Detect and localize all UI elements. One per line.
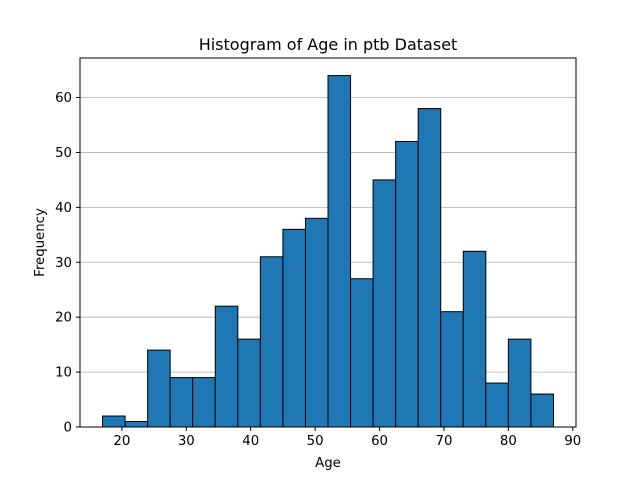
x-tick-label: 90 [564, 434, 581, 449]
y-ticks: 0 10 20 30 40 50 60 [55, 91, 80, 436]
y-tick-label: 60 [55, 91, 72, 106]
histogram-bar [440, 311, 464, 428]
plot-frame [79, 57, 577, 428]
histogram-bar [147, 349, 171, 428]
histogram-bar [485, 382, 509, 428]
histogram-bar [417, 108, 442, 428]
histogram-bar [530, 393, 554, 428]
histogram-bar [214, 305, 239, 428]
histogram-bar [462, 250, 487, 428]
histogram-bar [259, 256, 284, 428]
histogram-bar [350, 278, 374, 428]
histogram-bar [304, 217, 329, 428]
x-axis-label: Age [315, 456, 341, 471]
y-tick-label: 50 [55, 146, 72, 161]
histogram-bar [282, 228, 306, 428]
histogram-bar [169, 377, 194, 428]
histogram-bar [507, 338, 532, 428]
y-tick-label: 30 [55, 256, 72, 271]
y-tick-label: 0 [64, 421, 72, 436]
histogram-bar [327, 75, 352, 428]
histogram-bar [102, 415, 126, 428]
bars-layer [102, 75, 554, 428]
x-tick-label: 20 [113, 434, 130, 449]
histogram-bar [395, 140, 419, 428]
y-tick-label: 20 [55, 311, 72, 326]
x-tick-label: 80 [500, 434, 517, 449]
x-tick-label: 50 [307, 434, 324, 449]
y-tick-label: 40 [55, 201, 72, 216]
x-tick-label: 70 [435, 434, 452, 449]
x-ticks: 20 30 40 50 60 70 80 90 [113, 427, 581, 449]
y-tick-label: 10 [55, 366, 72, 381]
y-axis-label: Frequency [33, 208, 48, 277]
chart-title: Histogram of Age in ptb Dataset [199, 35, 458, 54]
x-tick-label: 40 [242, 434, 259, 449]
histogram-bar [124, 421, 149, 428]
histogram-bar [192, 377, 216, 428]
x-tick-label: 60 [371, 434, 388, 449]
x-tick-label: 30 [178, 434, 195, 449]
histogram-bar [372, 179, 397, 428]
histogram-bar [237, 338, 261, 428]
